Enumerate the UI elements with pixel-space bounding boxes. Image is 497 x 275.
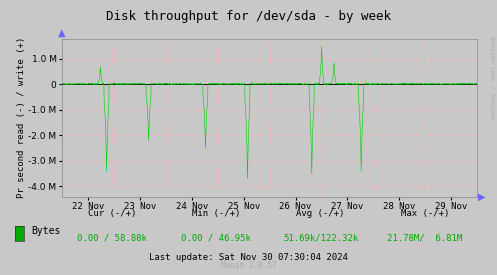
Y-axis label: Pr second read (-) / write (+): Pr second read (-) / write (+)	[16, 37, 25, 198]
Text: Disk throughput for /dev/sda - by week: Disk throughput for /dev/sda - by week	[106, 10, 391, 23]
Text: RRDTOOL / TOBI OETIKER: RRDTOOL / TOBI OETIKER	[491, 36, 496, 118]
Text: ▲: ▲	[58, 28, 66, 38]
Text: 21.78M/  6.81M: 21.78M/ 6.81M	[387, 233, 463, 242]
Text: Last update: Sat Nov 30 07:30:04 2024: Last update: Sat Nov 30 07:30:04 2024	[149, 253, 348, 262]
Text: 0.00 / 46.95k: 0.00 / 46.95k	[181, 233, 251, 242]
Text: 0.00 / 58.88k: 0.00 / 58.88k	[77, 233, 147, 242]
Text: ▶: ▶	[478, 192, 486, 202]
Text: Avg (-/+): Avg (-/+)	[296, 209, 345, 218]
Text: Munin 2.0.57: Munin 2.0.57	[221, 261, 276, 270]
Text: Min (-/+): Min (-/+)	[192, 209, 241, 218]
Text: Cur (-/+): Cur (-/+)	[87, 209, 136, 218]
Text: Bytes: Bytes	[31, 226, 60, 236]
Text: Max (-/+): Max (-/+)	[401, 209, 449, 218]
Text: 51.69k/122.32k: 51.69k/122.32k	[283, 233, 358, 242]
